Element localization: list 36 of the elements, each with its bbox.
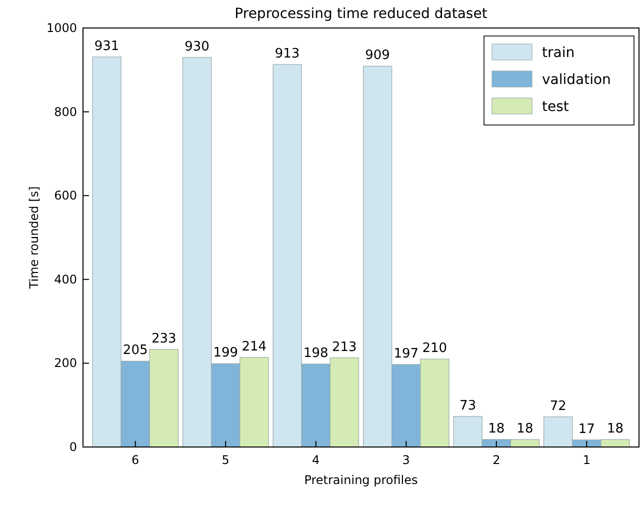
data-label: 197 (394, 346, 419, 362)
x-tick-label: 2 (492, 453, 500, 467)
y-tick-label: 1000 (46, 21, 77, 35)
x-tick-label: 4 (312, 453, 320, 467)
legend-label: validation (542, 72, 611, 88)
x-tick-label: 6 (132, 453, 140, 467)
data-label: 930 (184, 39, 210, 54)
data-label: 913 (274, 46, 300, 62)
y-tick-label: 200 (54, 356, 77, 370)
data-label: 210 (422, 341, 448, 356)
data-label: 213 (332, 340, 357, 355)
chart-title: Preprocessing time reduced dataset (234, 6, 488, 22)
data-label: 18 (488, 421, 505, 436)
x-axis-title: Pretraining profiles (304, 473, 418, 487)
data-label: 214 (242, 339, 267, 354)
data-label: 199 (213, 346, 238, 361)
data-label: 205 (122, 343, 148, 358)
data-label: 931 (94, 38, 120, 54)
y-tick-label: 0 (69, 440, 77, 454)
data-label: 17 (578, 422, 595, 437)
data-label: 198 (303, 346, 328, 362)
data-label: 233 (152, 331, 176, 346)
legend-label: train (542, 45, 575, 61)
data-label: 909 (365, 48, 390, 64)
y-axis-title: Time rounded [s] (27, 186, 41, 290)
data-label: 73 (460, 398, 476, 414)
x-tick-label: 3 (402, 453, 410, 467)
y-tick-label: 400 (54, 272, 77, 286)
y-tick-label: 600 (54, 188, 77, 203)
data-label: 72 (550, 398, 566, 414)
legend-label: test (542, 99, 570, 115)
data-label: 18 (606, 421, 624, 436)
y-tick-label: 800 (54, 104, 77, 119)
x-tick-label: 5 (222, 453, 230, 467)
x-tick-label: 1 (582, 453, 590, 467)
data-label: 18 (516, 421, 534, 436)
